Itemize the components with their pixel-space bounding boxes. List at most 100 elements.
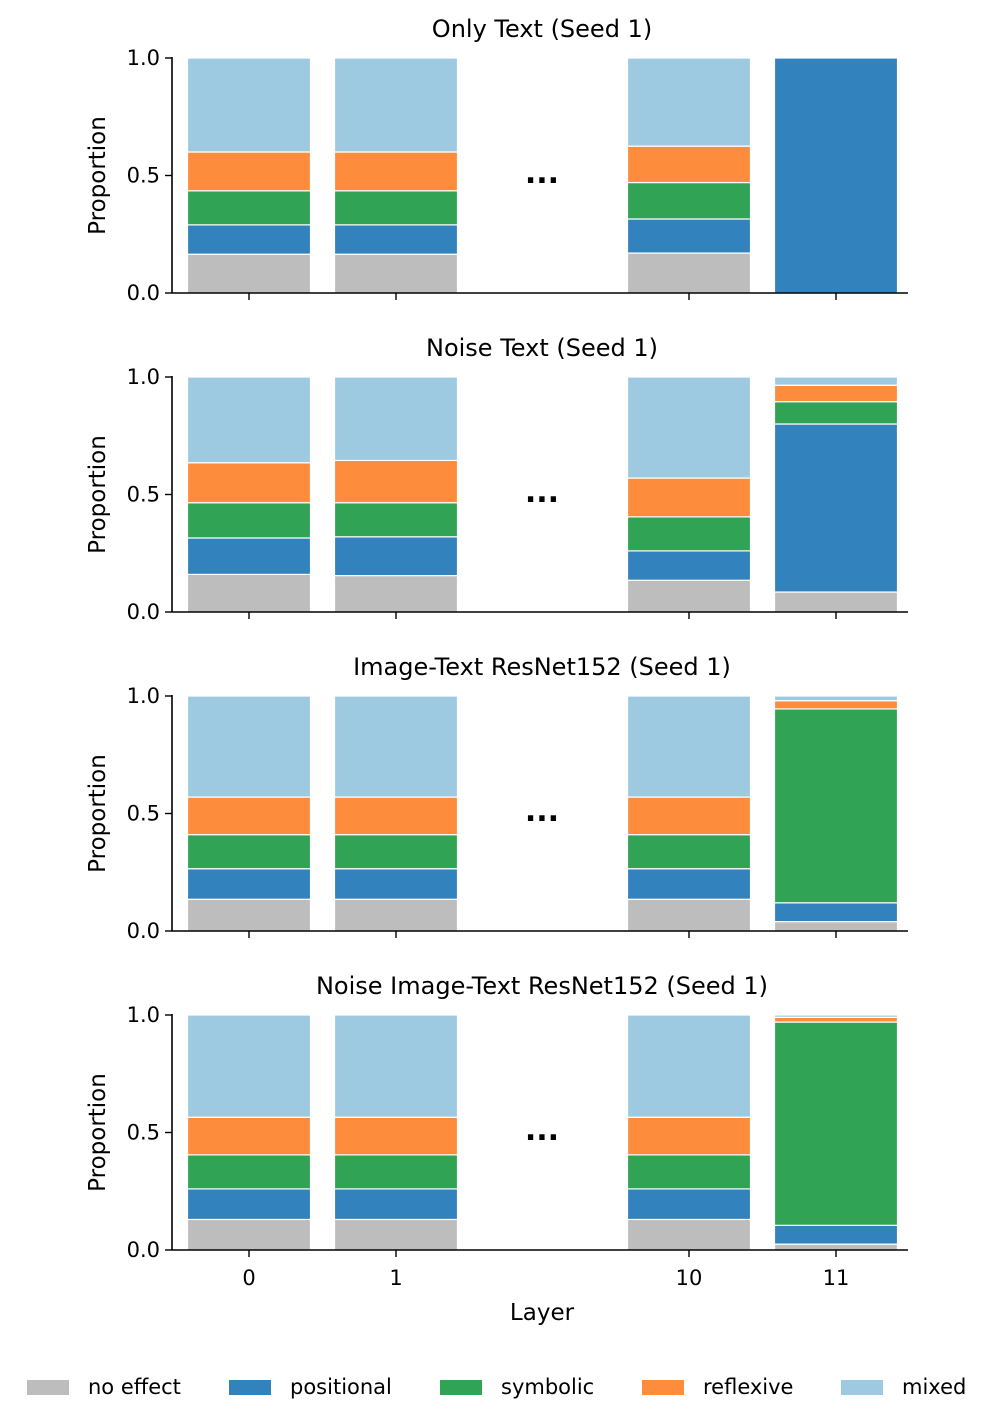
y-axis-label: Proportion [85, 754, 111, 873]
legend-swatch-positional [229, 1379, 271, 1395]
bar-segment [186, 1188, 312, 1221]
bar-segment [186, 1014, 312, 1118]
bar-segment [626, 695, 752, 798]
bar-segment [333, 190, 459, 226]
gap-marker: ... [525, 475, 559, 510]
bar-segment [773, 401, 899, 425]
y-tick-label: 0.5 [127, 164, 160, 188]
bar-segment [626, 477, 752, 518]
bar-segment [626, 834, 752, 870]
bar-segment [333, 1154, 459, 1190]
y-tick-label: 0.0 [127, 281, 160, 305]
bar-segment [333, 253, 459, 294]
panel-title: Noise Image-Text ResNet152 (Seed 1) [316, 972, 768, 1000]
bar-segment [333, 536, 459, 577]
bar-segment [186, 796, 312, 836]
bar-segment [626, 898, 752, 932]
legend-label-positional: positional [290, 1375, 392, 1399]
legend: no effect positional symbolic reflexive … [0, 1370, 995, 1404]
bar-segment [626, 1218, 752, 1251]
x-axis-label: Layer [510, 1300, 575, 1326]
bar-segment [333, 1116, 459, 1156]
bar-segment [186, 537, 312, 575]
legend-label-symbolic: symbolic [501, 1375, 595, 1399]
legend-label-reflexive: reflexive [703, 1375, 794, 1399]
bar-segment [333, 151, 459, 192]
bar-segment [773, 1243, 899, 1251]
bar-segment [333, 57, 459, 153]
x-tick-label: 1 [389, 1266, 402, 1290]
bar-segment [186, 151, 312, 192]
bar-segment [186, 253, 312, 294]
panel-title: Only Text (Seed 1) [432, 15, 652, 43]
bar-segment [333, 224, 459, 255]
bar-segment [186, 502, 312, 539]
x-tick-label: 11 [823, 1266, 850, 1290]
bar-segment [186, 1218, 312, 1251]
bar-segment [773, 1021, 899, 1226]
bar-segment [626, 796, 752, 836]
gap-marker: ... [525, 156, 559, 191]
legend-label-mixed: mixed [902, 1375, 967, 1399]
bar-segment [186, 57, 312, 153]
bar-segment [626, 868, 752, 900]
panel-title: Image-Text ResNet152 (Seed 1) [353, 653, 731, 681]
y-tick-label: 0.0 [127, 600, 160, 624]
bar-segment [333, 868, 459, 900]
bar-segment [773, 1016, 899, 1023]
bar-segment [186, 898, 312, 932]
bar-segment [626, 579, 752, 613]
bar-segment [626, 218, 752, 254]
bar-segment [333, 376, 459, 462]
y-axis-label: Proportion [85, 1073, 111, 1192]
y-tick-label: 1.0 [127, 46, 160, 70]
legend-item-symbolic: symbolic [440, 1370, 594, 1404]
bar-segment [626, 145, 752, 184]
bar-segment [186, 462, 312, 504]
bar-segment [626, 1154, 752, 1190]
legend-item-positional: positional [229, 1370, 392, 1404]
bar-segment [186, 224, 312, 255]
bar-segment [626, 57, 752, 147]
gap-marker: ... [525, 1113, 559, 1148]
panel-title: Noise Text (Seed 1) [426, 334, 658, 362]
bar-segment [626, 1014, 752, 1118]
legend-swatch-symbolic [440, 1379, 482, 1395]
legend-swatch-no-effect [27, 1379, 69, 1395]
bar-segment [773, 700, 899, 710]
y-tick-label: 1.0 [127, 684, 160, 708]
bar-segment [626, 252, 752, 294]
bar-segment [773, 902, 899, 923]
bar-segment [333, 1188, 459, 1221]
bar-segment [626, 181, 752, 220]
bar-segment [773, 591, 899, 613]
bar-segment [773, 708, 899, 904]
gap-marker: ... [525, 794, 559, 829]
bar-segment [626, 1188, 752, 1221]
bar-segment [186, 573, 312, 613]
legend-item-no-effect: no effect [27, 1370, 181, 1404]
bar-segment [773, 384, 899, 403]
bar-segment [773, 695, 899, 702]
y-axis-label: Proportion [85, 435, 111, 554]
y-tick-label: 0.0 [127, 919, 160, 943]
bar-segment [186, 376, 312, 464]
legend-label-no-effect: no effect [88, 1375, 181, 1399]
bar-segment [773, 423, 899, 593]
y-tick-label: 0.5 [127, 1121, 160, 1145]
bar-segment [186, 1116, 312, 1156]
bar-segment [186, 1154, 312, 1190]
bar-segment [186, 190, 312, 226]
y-tick-label: 0.5 [127, 802, 160, 826]
y-tick-label: 1.0 [127, 1003, 160, 1027]
bar-segment [333, 1218, 459, 1251]
bar-segment [186, 695, 312, 798]
bar-segment [773, 57, 899, 294]
bar-segment [773, 1014, 899, 1018]
legend-swatch-mixed [841, 1379, 883, 1395]
bar-segment [333, 834, 459, 870]
y-tick-label: 1.0 [127, 365, 160, 389]
bar-segment [186, 834, 312, 870]
x-tick-label: 0 [242, 1266, 255, 1290]
